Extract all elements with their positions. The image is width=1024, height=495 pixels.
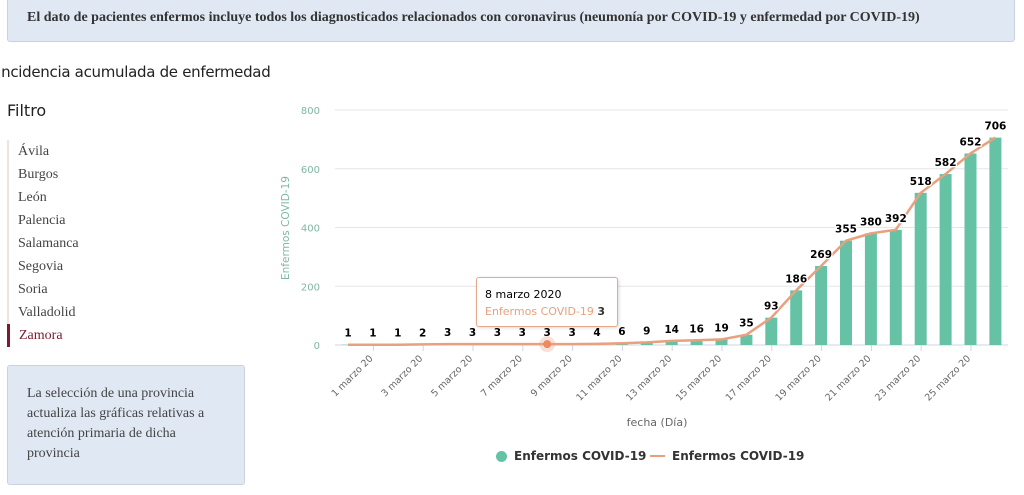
bar	[665, 340, 678, 345]
legend-item-bars[interactable]: Enfermos COVID-19	[496, 449, 646, 463]
bar	[840, 240, 852, 345]
data-label: 1	[394, 328, 401, 340]
x-axis-title: fecha (Día)	[627, 416, 688, 429]
bar	[939, 174, 952, 345]
chart-tooltip: 8 marzo 2020 Enfermos COVID-19 3	[476, 277, 618, 327]
province-item[interactable]: León	[18, 190, 47, 205]
tooltip-series: Enfermos COVID-19	[485, 305, 594, 318]
province-item[interactable]: Segovia	[18, 259, 64, 274]
province-item[interactable]: Ávila	[18, 144, 50, 159]
bar	[715, 339, 728, 345]
x-tick-label: 19 marzo 20	[774, 353, 824, 403]
data-label: 582	[935, 157, 957, 169]
data-label: 518	[910, 176, 932, 188]
data-label: 93	[764, 301, 779, 313]
data-label: 6	[618, 326, 625, 338]
data-label: 706	[984, 121, 1006, 133]
y-tick-label: 800	[301, 106, 320, 117]
data-label: 269	[810, 249, 832, 261]
x-tick-label: 7 marzo 20	[479, 353, 525, 399]
x-tick-label: 25 marzo 20	[923, 353, 973, 403]
province-item[interactable]: Valladolid	[18, 305, 76, 320]
x-tick-label: 11 marzo 20	[574, 353, 624, 403]
data-label: 186	[785, 273, 807, 285]
data-label: 19	[714, 322, 729, 334]
data-label: 1	[369, 328, 376, 340]
bar	[790, 290, 803, 345]
data-label: 2	[419, 327, 426, 339]
notice-text: El dato de pacientes enfermos incluye to…	[27, 10, 920, 25]
legend-label: Enfermos COVID-19	[672, 449, 805, 463]
hover-point	[543, 340, 552, 349]
data-label: 3	[544, 327, 551, 339]
bar	[690, 340, 703, 345]
circle-icon	[496, 450, 507, 462]
data-label: 14	[664, 324, 679, 336]
data-label: 9	[643, 325, 650, 337]
province-item[interactable]: Burgos	[18, 167, 59, 182]
data-label: 35	[739, 318, 754, 330]
y-tick-label: 0	[314, 341, 320, 352]
data-label: 3	[494, 327, 501, 339]
x-tick-label: 15 marzo 20	[674, 353, 724, 403]
y-tick-label: 600	[301, 165, 320, 176]
data-label: 3	[469, 327, 476, 339]
bar	[914, 192, 927, 345]
x-tick-label: 23 marzo 20	[873, 353, 923, 403]
notice-banner: El dato de pacientes enfermos incluye to…	[7, 0, 1015, 42]
bar	[640, 342, 653, 345]
y-tick-label: 400	[301, 224, 320, 235]
series-line	[348, 136, 997, 346]
bar	[765, 317, 778, 345]
x-tick-label: 5 marzo 20	[429, 353, 475, 399]
x-tick-label: 17 marzo 20	[724, 353, 774, 403]
bar	[864, 233, 877, 345]
x-tick-label: 1 marzo 20	[330, 353, 376, 399]
province-item[interactable]: Palencia	[18, 213, 66, 228]
province-item[interactable]: Zamora	[7, 324, 79, 347]
data-label: 3	[519, 327, 526, 339]
province-item[interactable]: Salamanca	[18, 236, 79, 251]
line-icon	[650, 455, 665, 457]
tooltip-date: 8 marzo 2020	[485, 288, 562, 301]
section-title: Incidencia acumulada de enfermedad	[0, 63, 271, 81]
bar	[964, 153, 977, 345]
data-label: 16	[689, 323, 704, 335]
x-tick-label: 21 marzo 20	[823, 353, 873, 403]
y-axis-title: Enfermos COVID-19	[280, 176, 292, 280]
data-label: 4	[593, 327, 600, 339]
data-label: 1	[344, 328, 351, 340]
data-label: 652	[960, 136, 982, 148]
data-label: 3	[568, 327, 575, 339]
legend-item-line[interactable]: Enfermos COVID-19	[650, 449, 804, 463]
province-list: Ávila Burgos León Palencia Salamanca Segovia S…	[7, 140, 79, 347]
province-item[interactable]: Soria	[18, 282, 48, 297]
data-label: 380	[860, 216, 882, 228]
bar	[989, 137, 1002, 345]
data-label: 355	[835, 224, 857, 236]
data-label: 3	[444, 327, 451, 339]
x-tick-label: 9 marzo 20	[529, 353, 575, 399]
filter-title: Filtro	[7, 101, 47, 120]
info-box: La selección de una provincia actualiza …	[7, 365, 245, 485]
bar	[740, 334, 753, 345]
x-tick-label: 13 marzo 20	[624, 353, 674, 403]
bar	[889, 229, 902, 345]
y-tick-label: 200	[301, 282, 320, 293]
x-tick-label: 3 marzo 20	[379, 353, 425, 399]
legend-label: Enfermos COVID-19	[514, 449, 647, 463]
tooltip-value: 3	[597, 305, 606, 318]
bar	[815, 265, 828, 345]
data-label: 392	[885, 213, 907, 225]
